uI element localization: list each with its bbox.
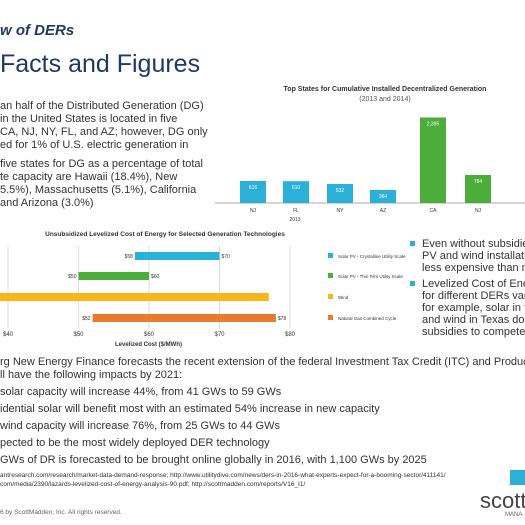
bar — [240, 181, 266, 203]
bullet-text: in the United States is located in five — [0, 113, 178, 125]
bullet-square — [410, 281, 415, 286]
legend-swatch — [328, 315, 333, 320]
bullet-text: wind capacity will increase 76%, from 25… — [0, 420, 280, 432]
value-label: $58 — [125, 254, 134, 260]
bullet-text: five states for DG as a percentage of to… — [0, 158, 203, 170]
x-tick-label: NJ — [475, 208, 482, 214]
range-bar — [92, 314, 276, 322]
range-bar — [134, 252, 220, 260]
x-tick-label: NY — [337, 208, 345, 214]
bullet-text: CA, NJ, NY, FL, and AZ; however, DG only — [0, 126, 208, 138]
bullet-text: idential solar will benefit most with an… — [0, 403, 380, 415]
legend-label: Solar PV - Crystalline Utility Scale — [338, 254, 406, 259]
x-tick-label: NJ — [250, 208, 257, 214]
legend-label: Wind — [338, 295, 349, 300]
logo: scott — [480, 488, 525, 513]
bullet-square — [410, 241, 415, 246]
x-tick-label: $50 — [73, 332, 84, 338]
chart-title: Top States for Cumulative Installed Dece… — [284, 86, 487, 93]
legend-label: Solar PV - Thin Film Utility Scale — [338, 274, 403, 279]
value-label: 364 — [379, 194, 388, 200]
legend-swatch — [328, 273, 333, 278]
body-text: rg New Energy Finance forecasts the rece… — [0, 356, 525, 368]
value-label: $60 — [151, 274, 160, 280]
bullet-text: an half of the Distributed Generation (D… — [0, 100, 204, 112]
chart-subtitle: (2013 and 2014) — [359, 96, 410, 103]
group-label: 2013 — [289, 217, 300, 223]
bullet-text: subsidies to compete — [422, 326, 525, 338]
x-tick-label: $80 — [285, 332, 296, 338]
bullet-text: Levelized Cost of Ener — [422, 278, 525, 290]
range-bar — [0, 293, 269, 301]
chart-title: Unsubsidized Levelized Cost of Energy fo… — [45, 231, 285, 238]
value-label: $70 — [222, 254, 231, 260]
bar — [283, 181, 309, 203]
bullet-text: for different DERs varie — [422, 290, 525, 302]
bar — [465, 175, 491, 203]
bullet-text: solar capacity will increase 44%, from 4… — [0, 386, 282, 398]
bar — [420, 117, 446, 203]
range-bar — [78, 272, 149, 280]
title: Facts and Figures — [0, 50, 201, 78]
copyright: 6 by ScottMadden, Inc. All rights reserv… — [0, 509, 122, 516]
legend-label: Natural Gas Combined Cycle — [338, 316, 397, 321]
legend-swatch — [328, 253, 333, 258]
value-label: 784 — [474, 179, 483, 185]
bullet-text: pected to be the most widely deployed DE… — [0, 437, 270, 449]
bullet-text: Even without subsidies — [422, 238, 525, 250]
x-tick-label: AZ — [380, 208, 386, 214]
chart: Unsubsidized Levelized Cost of Energy fo… — [0, 231, 406, 328]
logo-sub: MANA — [505, 512, 523, 518]
bullet-text: ed for 1% of U.S. electric generation in — [0, 139, 189, 151]
bullet-text: and Arizona (3.0%) — [0, 197, 94, 209]
value-label: $78 — [278, 316, 287, 322]
logo-mark — [510, 470, 525, 485]
legend-swatch — [328, 294, 333, 299]
x-tick-label: $40 — [3, 332, 14, 338]
source: antresearch.com/research/market-data-dem… — [0, 472, 446, 479]
value-label: $50 — [68, 274, 77, 280]
bar — [370, 190, 396, 203]
value-label: 532 — [336, 188, 345, 194]
body-text: ll have the following impacts by 2021: — [0, 369, 183, 381]
value-label: $52 — [82, 316, 91, 322]
x-tick-label: $60 — [144, 332, 155, 338]
value-label: 2,395 — [427, 121, 440, 127]
x-tick-label: $70 — [214, 332, 225, 338]
bar — [327, 184, 353, 203]
bullet-text: GWs of DR is forecasted to be brought on… — [0, 454, 427, 466]
bullet-text: 5.5%), Massachusetts (5.1%), California — [0, 184, 197, 196]
bullet-text: PV and wind installation — [422, 250, 525, 262]
bullet-text: less expensive than na — [422, 262, 525, 274]
chart: Top States for Cumulative Installed Dece… — [215, 86, 525, 223]
value-label: 616 — [249, 185, 258, 191]
bullet-text: for example, solar in th — [422, 302, 525, 314]
value-label: 610 — [292, 185, 301, 191]
x-tick-label: FL — [293, 208, 299, 214]
source: com/media/2390/lazards-levelized-cost-of… — [0, 481, 306, 488]
bullet-text: and wind in Texas do n — [422, 314, 525, 326]
x-tick-label: CA — [430, 208, 438, 214]
subtitle: w of DERs — [0, 22, 75, 39]
bullet-text: te capacity are Hawaii (18.4%), New — [0, 171, 178, 183]
axis-title: Levelized Cost ($/MWh) — [115, 342, 183, 348]
